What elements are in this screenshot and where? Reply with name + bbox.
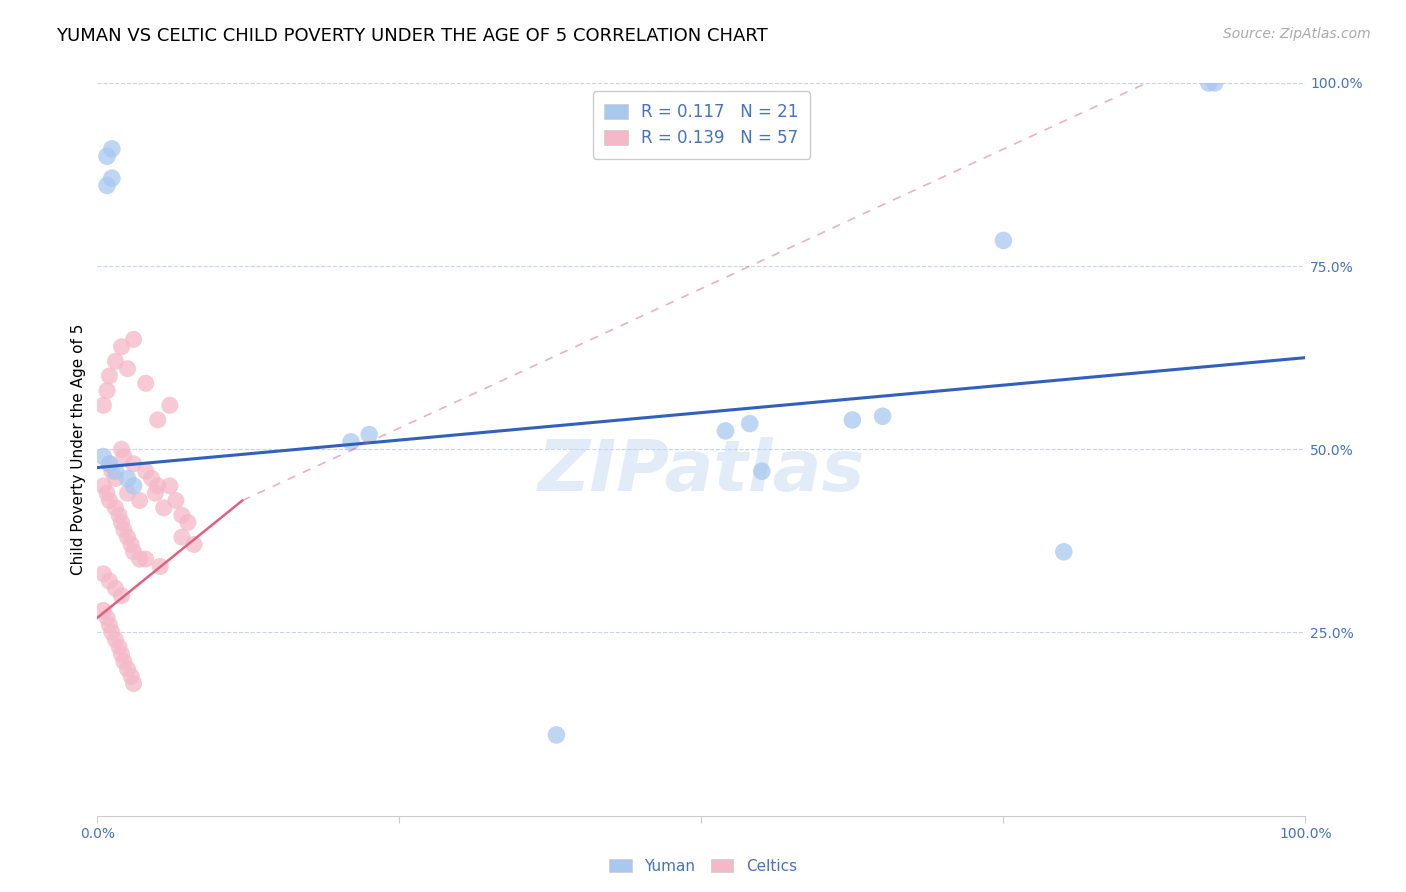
Point xyxy=(98,457,121,471)
Point xyxy=(104,582,127,596)
Point xyxy=(152,500,174,515)
Point xyxy=(110,648,132,662)
Text: Source: ZipAtlas.com: Source: ZipAtlas.com xyxy=(1223,27,1371,41)
Point xyxy=(146,413,169,427)
Point xyxy=(98,368,121,383)
Point xyxy=(108,640,131,654)
Point xyxy=(340,434,363,449)
Point xyxy=(122,479,145,493)
Point xyxy=(714,424,737,438)
Point xyxy=(110,340,132,354)
Point xyxy=(104,471,127,485)
Point xyxy=(841,413,863,427)
Point xyxy=(101,171,124,186)
Point xyxy=(1198,76,1220,90)
Point xyxy=(120,669,142,683)
Legend: R = 0.117   N = 21, R = 0.139   N = 57: R = 0.117 N = 21, R = 0.139 N = 57 xyxy=(593,91,810,159)
Point xyxy=(122,676,145,690)
Point xyxy=(170,530,193,544)
Point xyxy=(1053,545,1076,559)
Point xyxy=(159,479,181,493)
Point xyxy=(101,625,124,640)
Point xyxy=(110,589,132,603)
Point xyxy=(93,398,115,412)
Point xyxy=(135,464,157,478)
Point xyxy=(146,479,169,493)
Point xyxy=(96,384,118,398)
Point xyxy=(93,603,115,617)
Point xyxy=(104,354,127,368)
Point xyxy=(98,574,121,588)
Point xyxy=(135,552,157,566)
Point xyxy=(117,662,139,676)
Point xyxy=(135,376,157,391)
Point xyxy=(165,493,187,508)
Point xyxy=(93,566,115,581)
Point xyxy=(117,471,139,485)
Point xyxy=(98,457,121,471)
Point xyxy=(96,149,118,163)
Point xyxy=(110,516,132,530)
Point xyxy=(751,464,773,478)
Point xyxy=(143,486,166,500)
Point xyxy=(117,361,139,376)
Point xyxy=(1204,76,1226,90)
Point xyxy=(183,537,205,551)
Point xyxy=(128,493,150,508)
Point xyxy=(101,464,124,478)
Point xyxy=(159,398,181,412)
Text: YUMAN VS CELTIC CHILD POVERTY UNDER THE AGE OF 5 CORRELATION CHART: YUMAN VS CELTIC CHILD POVERTY UNDER THE … xyxy=(56,27,768,45)
Point xyxy=(93,479,115,493)
Point xyxy=(104,632,127,647)
Point xyxy=(122,457,145,471)
Point xyxy=(110,442,132,457)
Point xyxy=(117,486,139,500)
Point xyxy=(120,537,142,551)
Point xyxy=(96,178,118,193)
Point xyxy=(104,500,127,515)
Point xyxy=(546,728,568,742)
Point xyxy=(93,450,115,464)
Point xyxy=(122,332,145,346)
Point xyxy=(98,493,121,508)
Point xyxy=(112,655,135,669)
Point xyxy=(98,618,121,632)
Point xyxy=(141,471,163,485)
Point xyxy=(122,545,145,559)
Point xyxy=(96,611,118,625)
Point xyxy=(104,464,127,478)
Y-axis label: Child Poverty Under the Age of 5: Child Poverty Under the Age of 5 xyxy=(72,324,86,575)
Point xyxy=(108,508,131,523)
Point xyxy=(117,530,139,544)
Point xyxy=(738,417,761,431)
Point xyxy=(177,516,200,530)
Text: ZIPatlas: ZIPatlas xyxy=(537,437,865,506)
Point xyxy=(149,559,172,574)
Point xyxy=(128,552,150,566)
Point xyxy=(96,486,118,500)
Point xyxy=(101,142,124,156)
Point xyxy=(170,508,193,523)
Point xyxy=(359,427,381,442)
Point xyxy=(112,523,135,537)
Point xyxy=(872,409,894,424)
Point xyxy=(112,450,135,464)
Legend: Yuman, Celtics: Yuman, Celtics xyxy=(603,853,803,880)
Point xyxy=(993,234,1015,248)
